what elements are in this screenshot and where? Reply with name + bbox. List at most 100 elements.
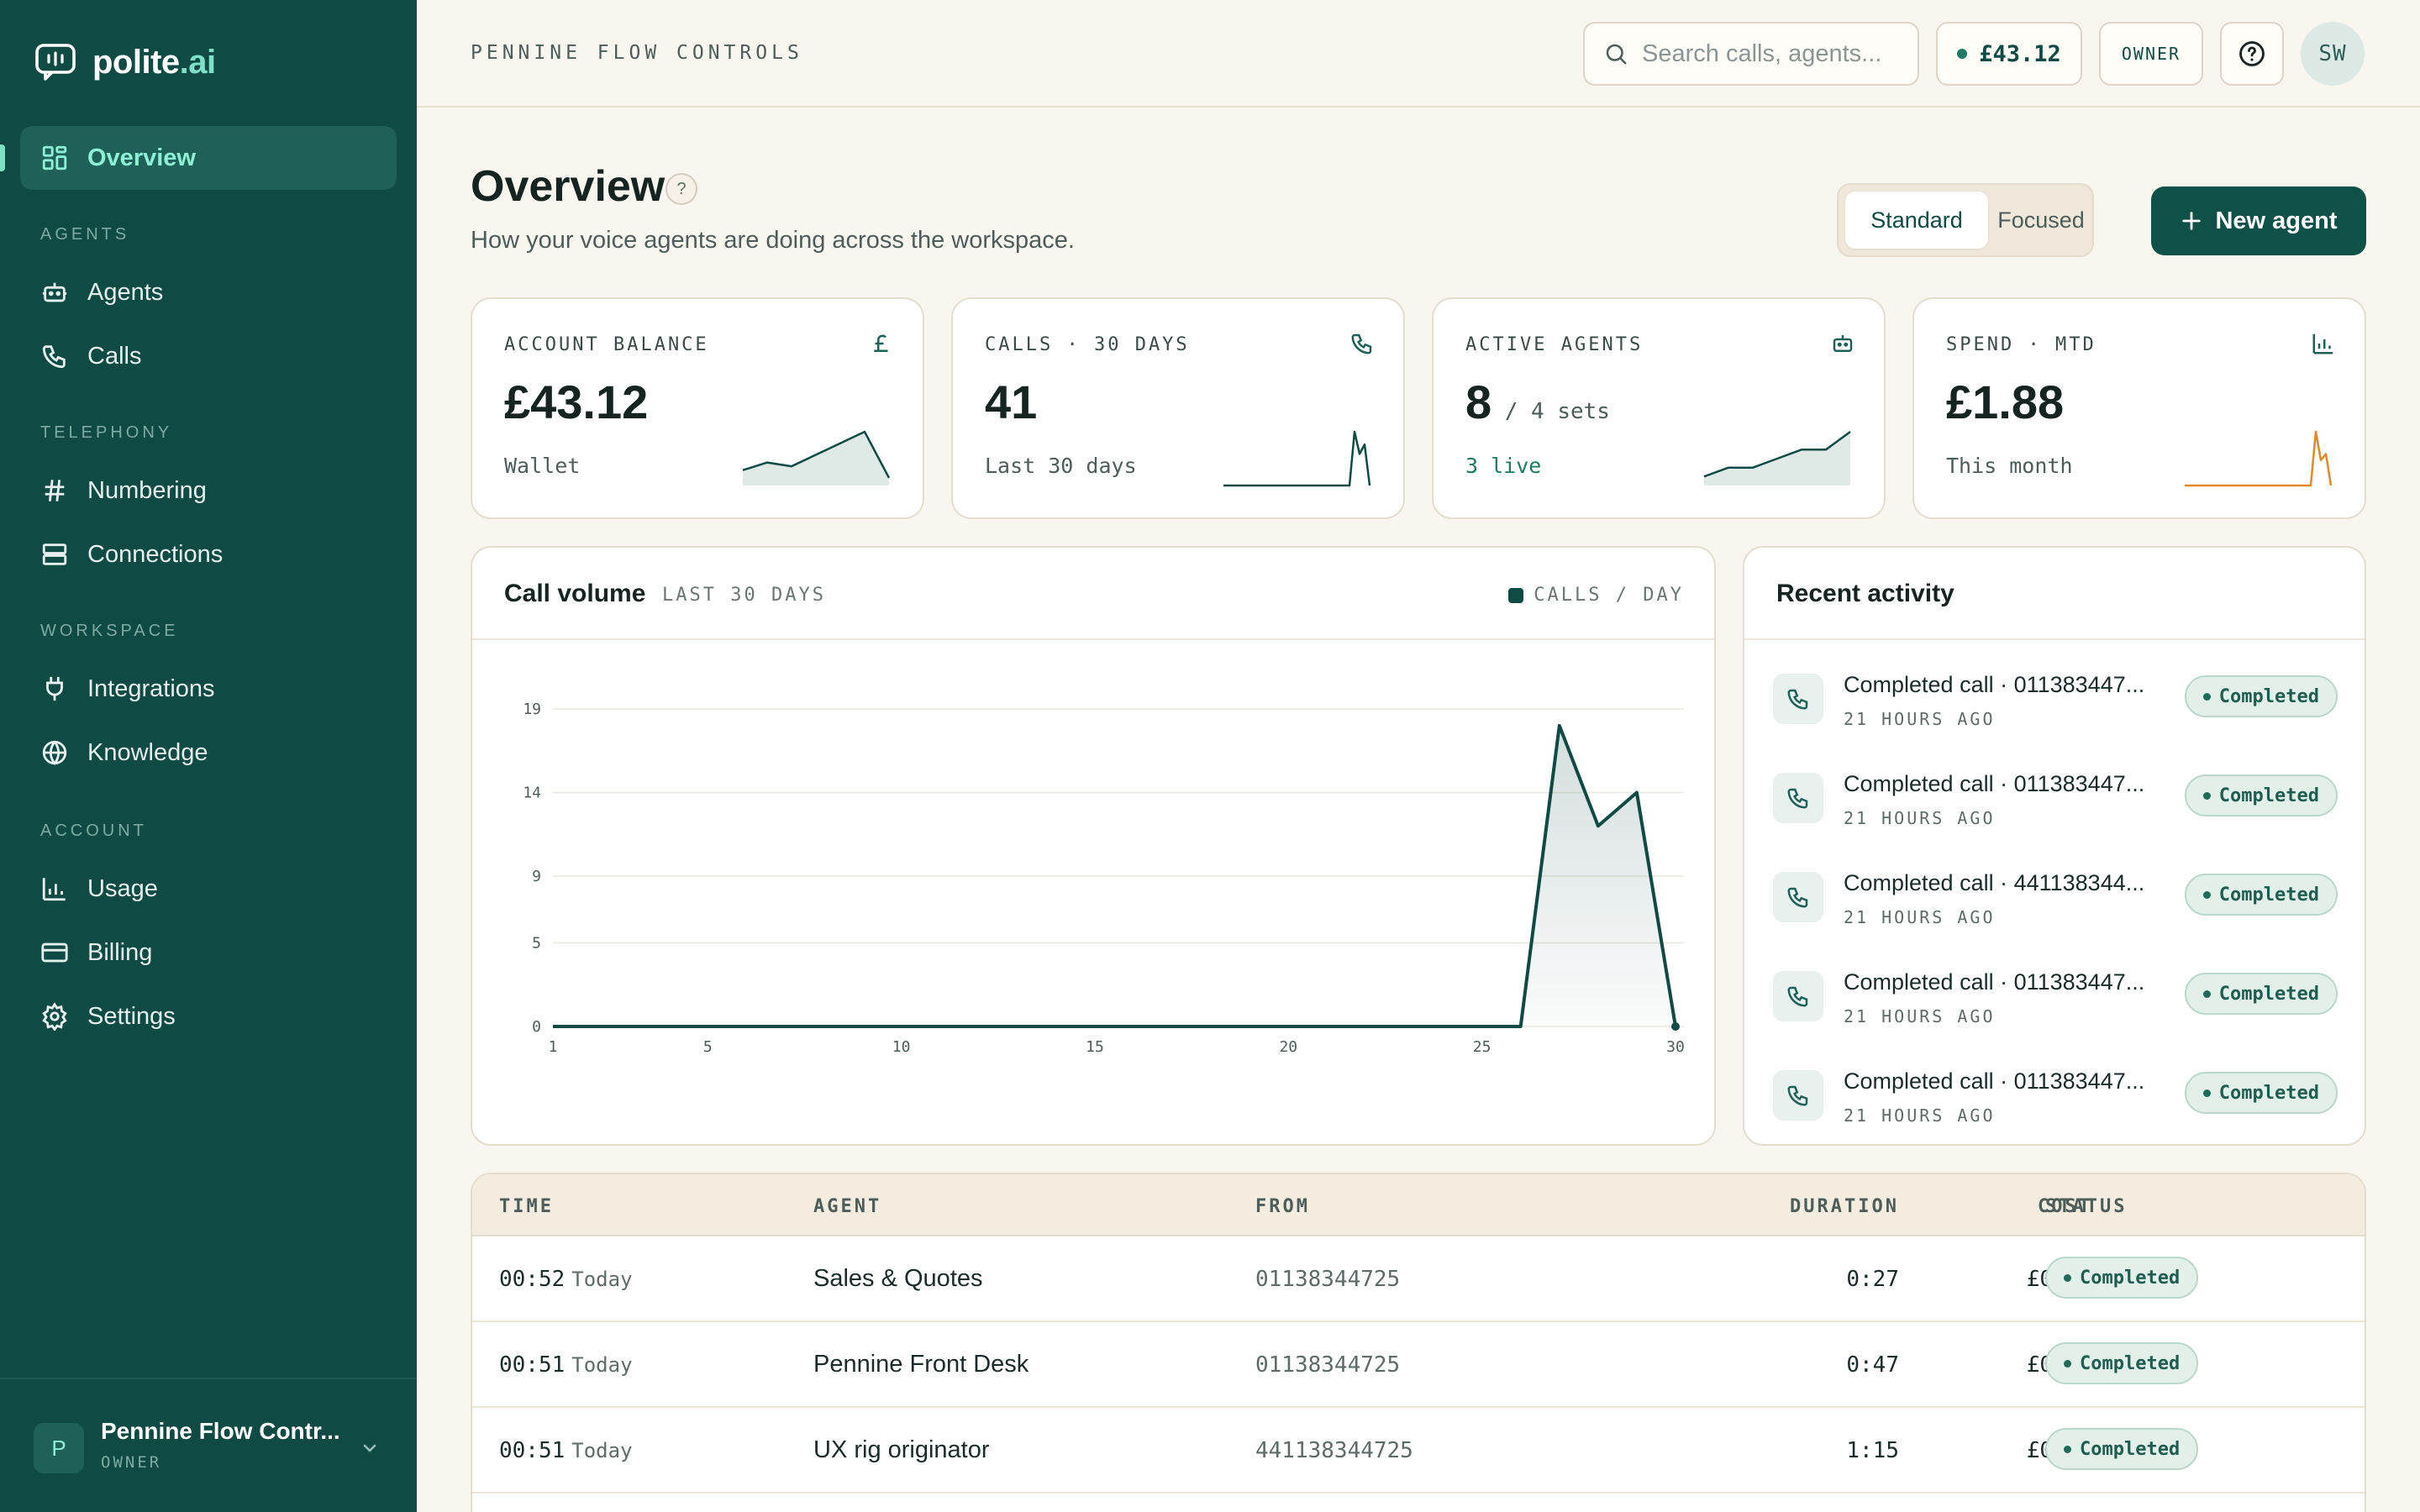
globe-icon bbox=[42, 740, 67, 765]
activity-item[interactable]: Completed call · 011383447... 21 HOURS A… bbox=[1744, 951, 2365, 1050]
card-header: Recent activity bbox=[1744, 548, 2365, 640]
new-agent-label: New agent bbox=[2215, 207, 2338, 234]
gear-icon bbox=[42, 1002, 67, 1031]
balance-pill[interactable]: £43.12 bbox=[1936, 22, 2082, 86]
sidebar-item-agents[interactable]: Agents bbox=[20, 260, 397, 324]
column-header-from[interactable]: FROM bbox=[1255, 1196, 1310, 1217]
sparkline bbox=[1703, 430, 1851, 486]
cell-from: 441138344725 bbox=[1255, 1438, 1413, 1463]
plus-icon bbox=[2182, 212, 2202, 230]
phone-icon bbox=[1773, 1070, 1823, 1121]
sparkline bbox=[2185, 430, 2333, 487]
column-header-time[interactable]: TIME bbox=[499, 1196, 554, 1217]
kpi-label: ACTIVE AGENTS bbox=[1465, 334, 1644, 355]
cell-from: 01138344725 bbox=[1255, 1352, 1401, 1378]
activity-item[interactable]: Completed call · 441138344... 21 HOURS A… bbox=[1744, 852, 2365, 951]
status-dot bbox=[1957, 49, 1968, 59]
kpi-card-agents[interactable]: ACTIVE AGENTS 8 / 4 sets 3 live bbox=[1432, 297, 1886, 519]
kpi-foot: Last 30 days bbox=[985, 454, 1137, 478]
column-header-duration[interactable]: DURATION bbox=[1790, 1196, 1899, 1217]
kpi-foot: 3 live bbox=[1465, 454, 1542, 478]
new-agent-button[interactable]: New agent bbox=[2151, 186, 2366, 255]
status-badge: Completed bbox=[2045, 1257, 2199, 1299]
x-tick-label: 1 bbox=[549, 1038, 558, 1056]
sidebar-item-connections[interactable]: Connections bbox=[20, 522, 397, 586]
sidebar-item-overview[interactable]: Overview bbox=[20, 126, 397, 190]
kpi-card-balance[interactable]: ACCOUNT BALANCE £43.12 Wallet bbox=[471, 297, 924, 519]
sidebar-item-integrations[interactable]: Integrations bbox=[20, 657, 397, 721]
kpi-card-spend[interactable]: SPEND · MTD £1.88 This month bbox=[1912, 297, 2366, 519]
kpi-value: £43.12 bbox=[504, 375, 649, 428]
table-row[interactable]: 00:52 Today Sales & Quotes 01138344725 0:… bbox=[472, 1236, 2365, 1322]
sidebar-item-knowledge[interactable]: Knowledge bbox=[20, 721, 397, 785]
column-header-status[interactable]: STATUS bbox=[2045, 1196, 2128, 1217]
cell-agent: Sales & Quotes bbox=[813, 1265, 983, 1292]
y-tick-label: 9 bbox=[532, 868, 541, 885]
user-avatar[interactable]: SW bbox=[2301, 22, 2365, 86]
sidebar-item-label: Integrations bbox=[87, 675, 215, 702]
kpi-value: 8 / 4 sets bbox=[1465, 375, 1610, 428]
status-badge: Completed bbox=[2184, 774, 2338, 816]
sparkline-area bbox=[743, 432, 889, 486]
workspace-switcher[interactable]: P Pennine Flow Contr... OWNER bbox=[0, 1378, 417, 1512]
sidebar-item-calls[interactable]: Calls bbox=[20, 324, 397, 388]
hash-icon bbox=[45, 480, 65, 501]
data-point bbox=[1671, 1022, 1680, 1031]
phone-icon bbox=[1351, 333, 1372, 354]
card-period: LAST 30 DAYS bbox=[662, 585, 826, 606]
view-focused-button[interactable]: Focused bbox=[1997, 207, 2085, 233]
status-badge: Completed bbox=[2045, 1342, 2199, 1384]
role-badge[interactable]: OWNER bbox=[2099, 22, 2203, 86]
page-subtitle: How your voice agents are doing across t… bbox=[471, 227, 1075, 254]
cell-time: 00:52 Today bbox=[499, 1267, 633, 1292]
sidebar-item-label: Settings bbox=[87, 1002, 176, 1030]
sparkline-line bbox=[1703, 430, 1851, 478]
x-tick-label: 25 bbox=[1473, 1038, 1491, 1056]
sidebar-item-label: Agents bbox=[87, 278, 164, 306]
card-title: Recent activity bbox=[1776, 580, 1954, 607]
column-header-cost[interactable]: COST bbox=[2038, 1196, 2092, 1217]
activity-time: 21 HOURS AGO bbox=[1844, 1006, 1996, 1026]
brand-name: polite.ai bbox=[92, 43, 216, 81]
sidebar-item-label: Connections bbox=[87, 540, 224, 568]
y-tick-label: 5 bbox=[532, 935, 541, 953]
phone-icon bbox=[1773, 773, 1823, 823]
activity-item[interactable]: Completed call · 011383447... 21 HOURS A… bbox=[1744, 753, 2365, 852]
card-title: Call volume bbox=[504, 580, 646, 607]
sidebar-item-settings[interactable]: Settings bbox=[20, 984, 397, 1048]
phone-icon bbox=[1773, 674, 1823, 724]
kpi-suffix: / 4 sets bbox=[1504, 399, 1610, 424]
section-account: ACCOUNT bbox=[40, 822, 147, 840]
section-agents: AGENTS bbox=[40, 225, 130, 244]
help-button[interactable] bbox=[2220, 22, 2284, 86]
search-box[interactable] bbox=[1583, 22, 1919, 86]
search-input[interactable] bbox=[1642, 39, 1911, 68]
sidebar-item-numbering[interactable]: Numbering bbox=[20, 459, 397, 522]
sidebar-item-billing[interactable]: Billing bbox=[20, 921, 397, 984]
view-standard-button[interactable]: Standard bbox=[1845, 192, 1988, 249]
sidebar-item-usage[interactable]: Usage bbox=[20, 857, 397, 921]
kpi-label: ACCOUNT BALANCE bbox=[504, 334, 709, 355]
sidebar-item-label: Calls bbox=[87, 342, 142, 370]
kpi-card-calls[interactable]: CALLS · 30 DAYS 41 Last 30 days bbox=[951, 297, 1405, 519]
x-tick-label: 5 bbox=[703, 1038, 713, 1056]
pound-icon bbox=[874, 334, 888, 352]
table-row[interactable]: 00:51 Today Pennine Front Desk 0113834472… bbox=[472, 1322, 2365, 1408]
legend-swatch bbox=[1508, 587, 1524, 603]
activity-item[interactable]: Completed call · 011383447... 21 HOURS A… bbox=[1744, 654, 2365, 753]
activity-time: 21 HOURS AGO bbox=[1844, 907, 1996, 927]
grid-icon bbox=[42, 145, 67, 171]
active-indicator bbox=[0, 144, 5, 171]
cell-time: 00:51 Today bbox=[499, 1438, 633, 1463]
title-help-button[interactable]: ? bbox=[666, 173, 697, 205]
kpi-value: 41 bbox=[985, 375, 1038, 428]
phone-icon bbox=[1773, 872, 1823, 922]
view-toggle: Standard Focused bbox=[1837, 183, 2094, 257]
brand-logo[interactable]: polite.ai bbox=[34, 42, 216, 82]
section-workspace: WORKSPACE bbox=[40, 622, 179, 640]
table-row[interactable]: 00:51 Today UX rig originator 44113834472… bbox=[472, 1408, 2365, 1494]
activity-item[interactable]: Completed call · 011383447... 21 HOURS A… bbox=[1744, 1050, 2365, 1144]
sparkline-line bbox=[742, 430, 891, 479]
column-header-agent[interactable]: AGENT bbox=[813, 1196, 882, 1217]
